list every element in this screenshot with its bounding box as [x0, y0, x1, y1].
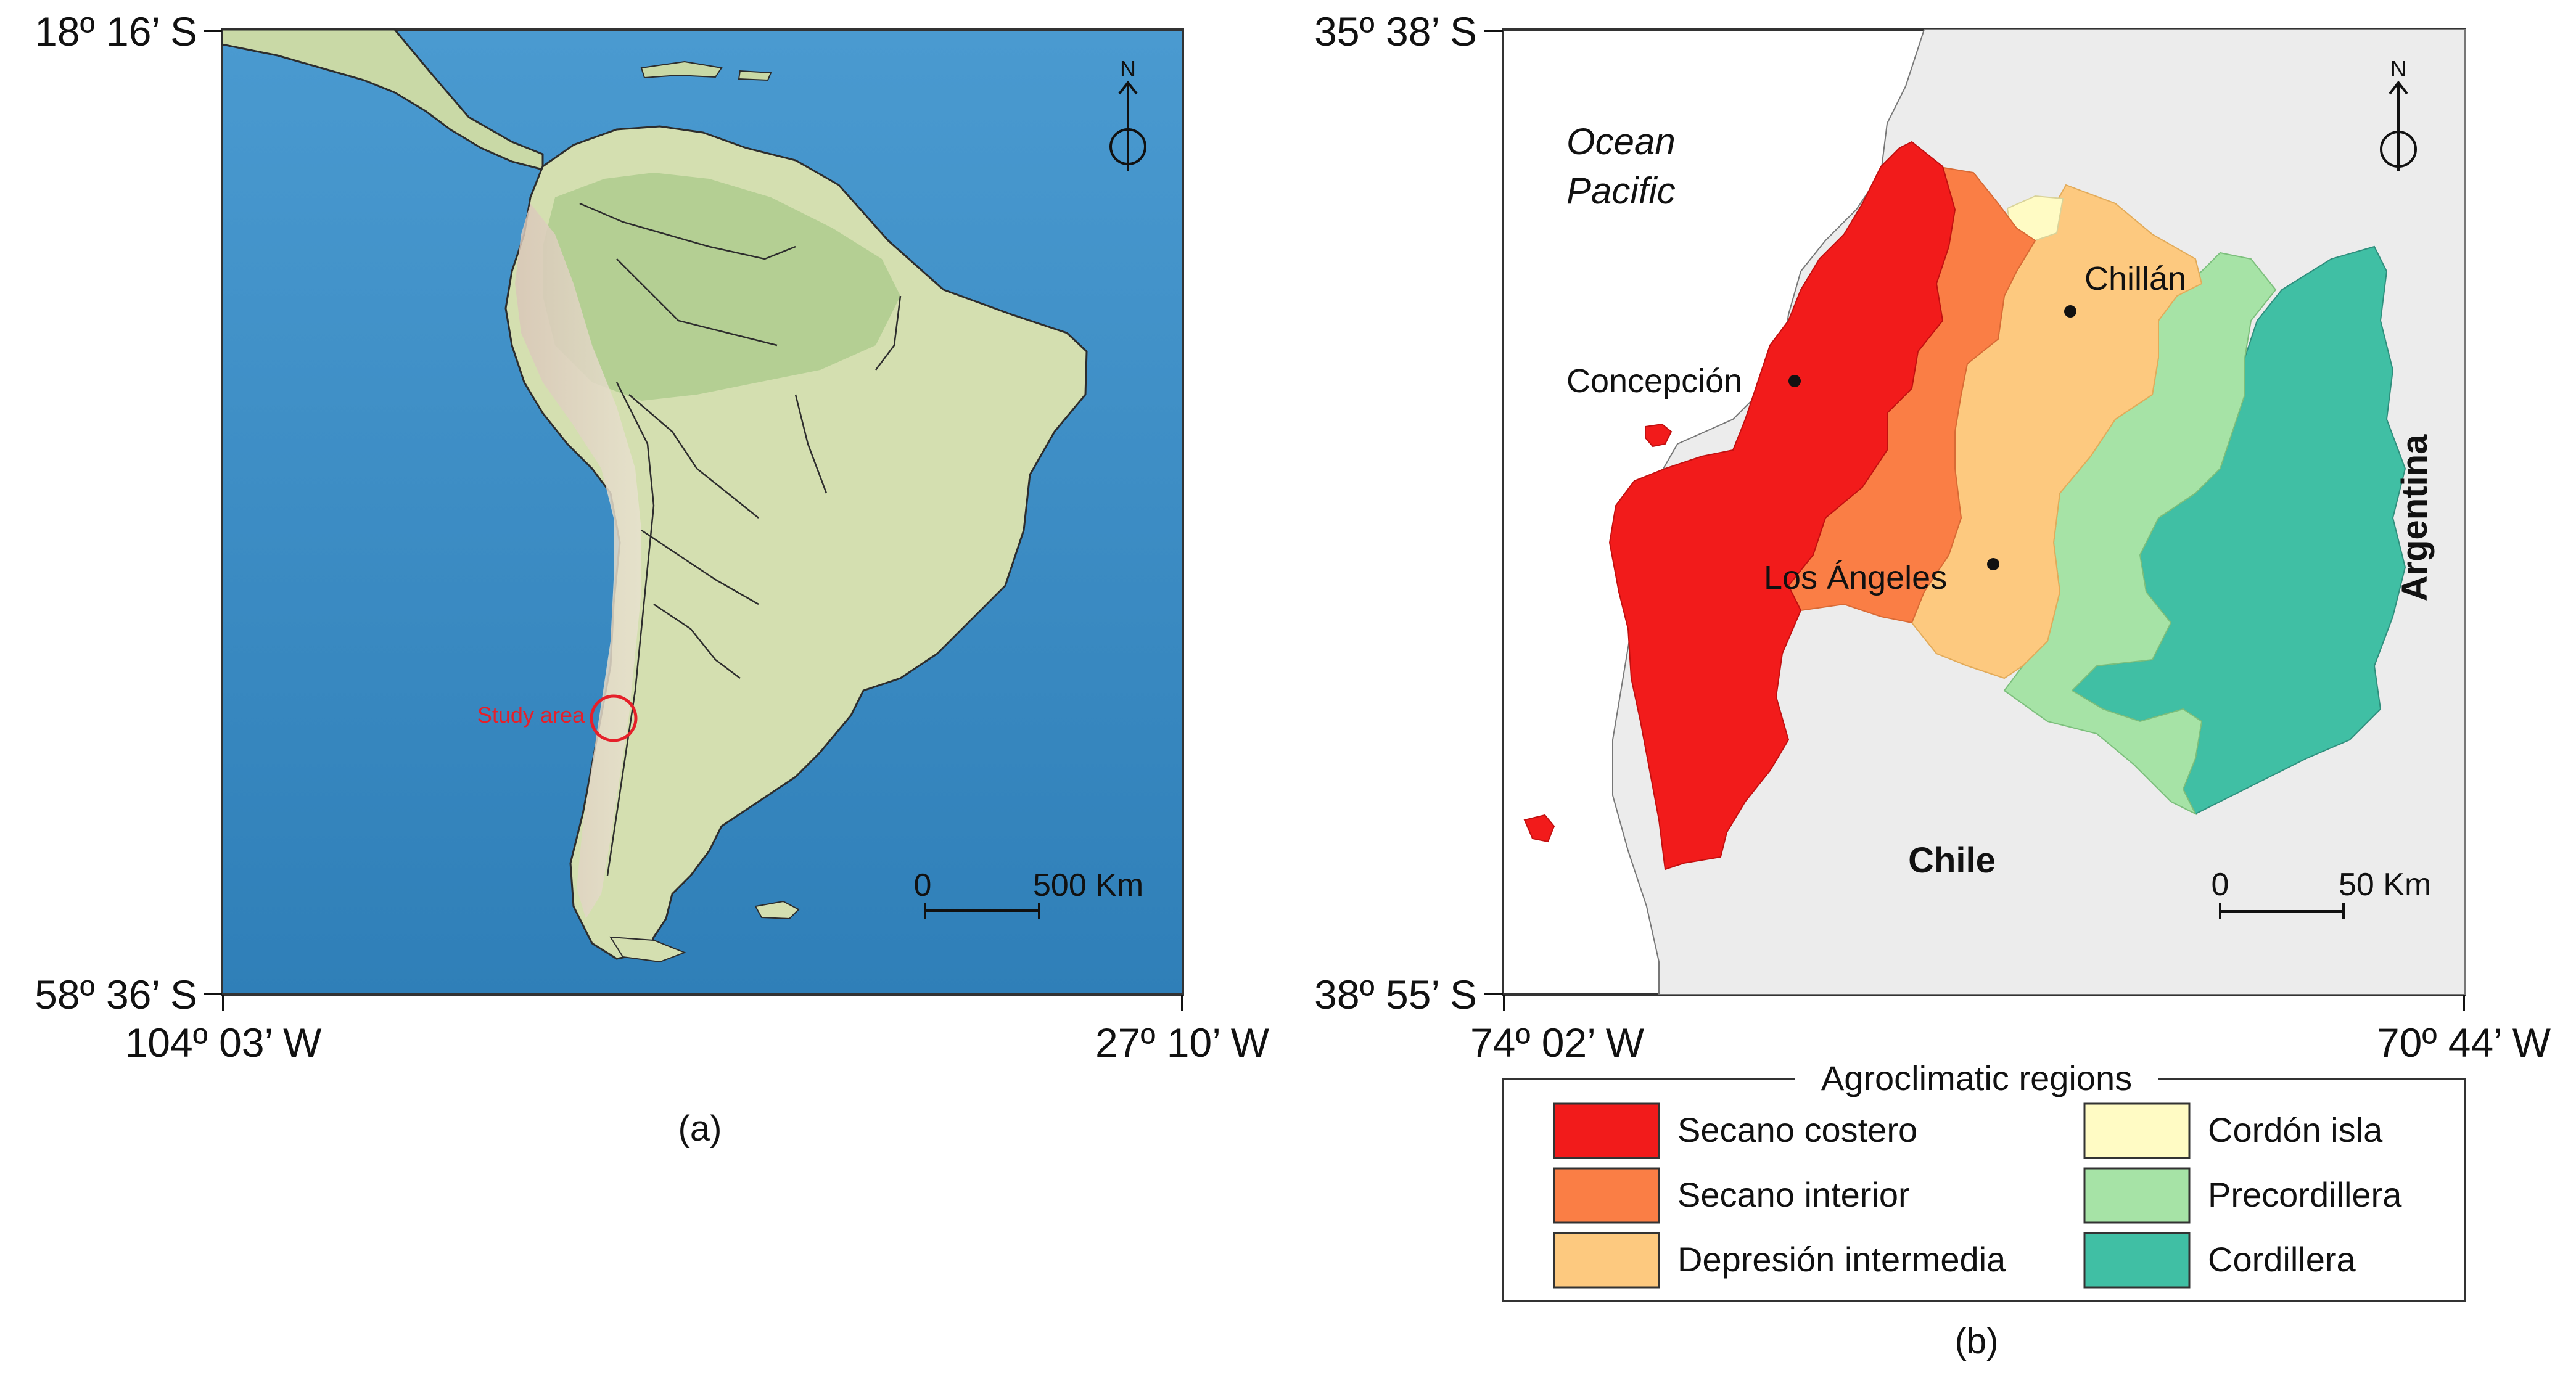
panel-a-map: Study area N 0 500 Km — [221, 28, 1184, 996]
island-mocha — [1523, 814, 1555, 843]
panel-a-lon-right: 27º 10’ W — [1095, 1020, 1270, 1065]
amazon-region — [543, 173, 900, 401]
legend-title: Agroclimatic regions — [1821, 1059, 2132, 1097]
legend-item-precordillera: Precordillera — [2083, 1167, 2402, 1224]
legend-label-secano-costero: Secano costero — [1677, 1110, 1917, 1149]
north-arrow-a: N — [1109, 56, 1146, 171]
country-label-argentina: Argentina — [2395, 434, 2435, 601]
legend-label-depresion-intermedia: Depresión intermedia — [1677, 1240, 2006, 1279]
legend-item-depresion-intermedia: Depresión intermedia — [1553, 1232, 2006, 1289]
central-america-landmass — [221, 28, 544, 171]
legend: Agroclimatic regions Secano costero Seca… — [1502, 1059, 2466, 1302]
country-borders — [579, 202, 902, 876]
city-los-angeles[interactable]: Los Ángeles — [1764, 558, 1999, 596]
scale-a-end: 500 Km — [1033, 867, 1143, 903]
panel-a-lon-left: 104º 03’ W — [125, 1020, 323, 1065]
scale-bar-b: 0 50 Km — [2212, 867, 2431, 919]
scale-b-start: 0 — [2212, 867, 2229, 903]
ocean-label-line2: Pacific — [1566, 170, 1676, 211]
panel-b-lat-bottom: 38º 55’ S — [1314, 972, 1477, 1017]
panel-b-lon-right: 70º 44’ W — [2377, 1020, 2551, 1065]
study-area-label: Study area — [477, 702, 585, 728]
legend-item-secano-interior: Secano interior — [1553, 1167, 1910, 1224]
scale-bar-a: 0 500 Km — [914, 867, 1143, 919]
region-secano-costero[interactable] — [1608, 141, 1956, 871]
tierra-del-fuego — [609, 936, 686, 963]
panel-b-lat-top: 35º 38’ S — [1314, 9, 1477, 54]
scale-a-start: 0 — [914, 867, 932, 903]
legend-item-cordon-isla: Cordón isla — [2083, 1102, 2383, 1159]
city-chillan[interactable]: Chillán — [2064, 260, 2186, 318]
city-los-angeles-label: Los Ángeles — [1764, 559, 1947, 596]
panel-b-map: Chillán Concepción Los Ángeles Ocean Pac… — [1502, 28, 2466, 996]
panel-b-ticks — [1484, 30, 2465, 1011]
north-label-b: N — [2390, 56, 2406, 81]
legend-label-secano-interior: Secano interior — [1677, 1175, 1910, 1214]
legend-item-cordillera: Cordillera — [2083, 1232, 2356, 1289]
island-santa-maria — [1645, 423, 1673, 448]
ocean-label-line1: Ocean — [1566, 121, 1676, 162]
study-area-marker[interactable] — [590, 694, 638, 742]
panel-a-caption: (a) — [678, 1109, 722, 1149]
city-concepcion-label: Concepción — [1566, 363, 1742, 400]
legend-label-cordillera: Cordillera — [2208, 1240, 2356, 1279]
north-arrow-b: N — [2380, 56, 2417, 171]
caribbean-islands — [640, 60, 772, 81]
panel-a-lat-bottom: 58º 36’ S — [35, 972, 197, 1017]
legend-item-secano-costero: Secano costero — [1553, 1102, 1917, 1159]
panel-a-lat-top: 18º 16’ S — [35, 9, 197, 54]
city-concepcion[interactable]: Concepción — [1566, 363, 1801, 400]
panel-a-ticks — [204, 30, 1183, 1011]
panel-b-lon-left: 74º 02’ W — [1470, 1020, 1645, 1065]
legend-frame — [1502, 1078, 2466, 1302]
legend-label-precordillera: Precordillera — [2208, 1175, 2402, 1214]
city-chillan-label: Chillán — [2084, 260, 2186, 297]
scale-b-end: 50 Km — [2339, 867, 2431, 903]
country-label-chile: Chile — [1908, 840, 1996, 880]
falkland-islands — [754, 900, 800, 920]
north-label-a: N — [1120, 56, 1136, 81]
legend-label-cordon-isla: Cordón isla — [2208, 1110, 2383, 1149]
panel-b-caption: (b) — [1955, 1321, 1999, 1361]
